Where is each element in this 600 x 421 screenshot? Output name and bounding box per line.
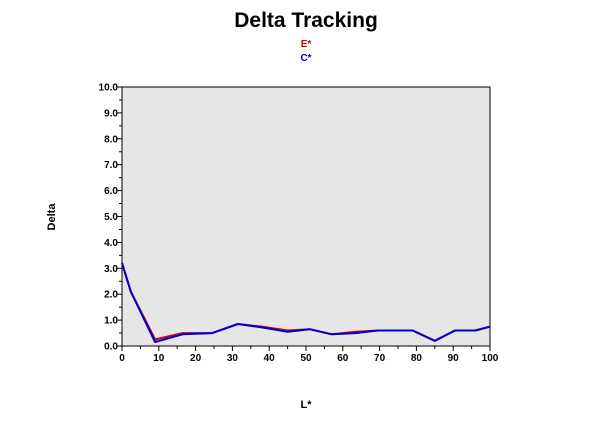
x-tick-label: 30 bbox=[227, 353, 239, 364]
y-tick-label: 9.0 bbox=[104, 108, 118, 119]
y-tick-label: 8.0 bbox=[104, 134, 118, 145]
y-tick-label: 0.0 bbox=[104, 342, 118, 353]
x-tick-label: 70 bbox=[374, 353, 386, 364]
y-tick-label: 10.0 bbox=[99, 83, 119, 94]
x-tick-label: 60 bbox=[337, 353, 349, 364]
legend-item-c-star: C* bbox=[300, 53, 312, 64]
y-tick-label: 6.0 bbox=[104, 186, 118, 197]
series-line-c-star bbox=[121, 262, 491, 344]
x-tick-label: 10 bbox=[153, 353, 165, 364]
x-tick-label: 50 bbox=[300, 353, 312, 364]
x-tick-label: 0 bbox=[119, 353, 125, 364]
y-tick-label: 1.0 bbox=[104, 316, 118, 327]
x-tick-label: 20 bbox=[190, 353, 202, 364]
x-axis-label: L* bbox=[300, 399, 312, 411]
x-tick-label: 80 bbox=[411, 353, 423, 364]
x-tick-label: 40 bbox=[264, 353, 276, 364]
y-tick-label: 3.0 bbox=[104, 264, 118, 275]
y-tick-label: 7.0 bbox=[104, 160, 118, 171]
legend-item-e-star: E* bbox=[300, 39, 312, 50]
y-tick-label: 5.0 bbox=[104, 212, 118, 223]
x-tick-label: 100 bbox=[482, 353, 499, 364]
plot-area bbox=[121, 86, 491, 347]
x-tick-label: 90 bbox=[448, 353, 460, 364]
chart-title: Delta Tracking bbox=[234, 9, 378, 32]
y-tick-label: 2.0 bbox=[104, 290, 118, 301]
y-tick-label: 4.0 bbox=[104, 238, 118, 249]
